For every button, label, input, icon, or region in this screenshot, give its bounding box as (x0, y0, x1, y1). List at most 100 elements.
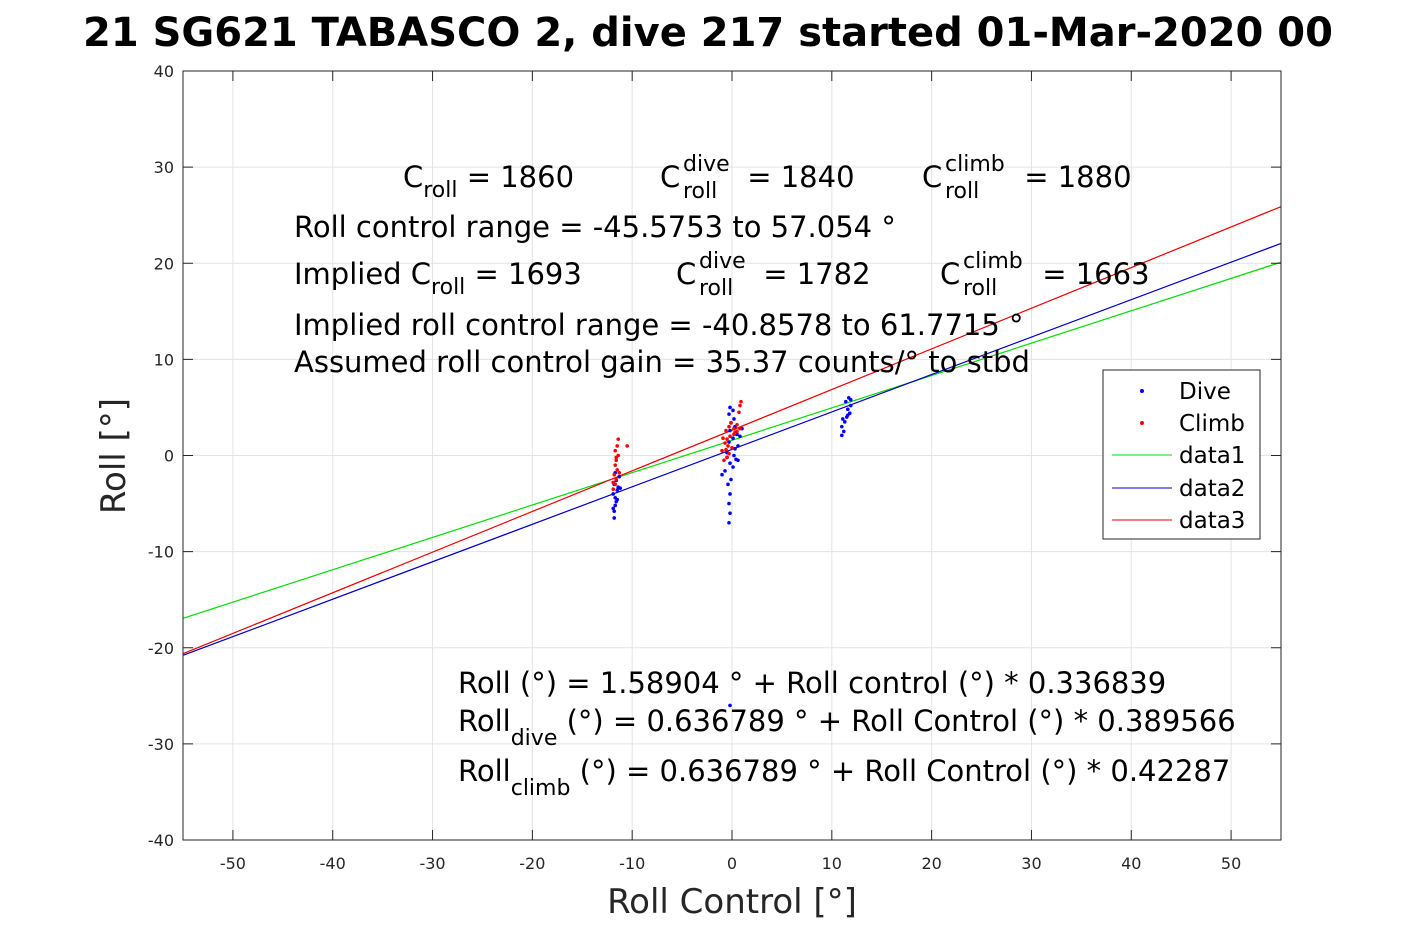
point-dive (726, 482, 730, 487)
implied-c-roll-dive-sup: dive (699, 249, 746, 274)
point-climb (738, 403, 742, 408)
c-roll-climb-sub: roll (945, 179, 979, 204)
point-climb (615, 468, 620, 472)
implied-c-roll-sub: roll (431, 275, 465, 300)
x-tick-label: 0 (727, 854, 737, 873)
x-tick-label: -10 (619, 854, 645, 873)
roll-dive-sub: dive (511, 726, 558, 751)
legend-dive-marker (1140, 389, 1144, 393)
x-tick-label: 10 (822, 854, 842, 873)
roll-dive-rest: (°) = 0.636789 ° + Roll Control (°) * 0.… (557, 704, 1235, 738)
axis-ticks: -50 -40 -30 -20 -10 0 10 20 30 40 50 -40 -30 -20 -10 0 1… (148, 62, 1281, 873)
point-dive (840, 417, 845, 421)
c-roll-dive-sup: dive (683, 152, 730, 177)
chart-title: 21 SG621 TABASCO 2, dive 217 started 01-… (83, 10, 1333, 56)
point-climb (614, 458, 619, 463)
point-dive (728, 405, 732, 410)
x-tick-label: 20 (921, 854, 941, 873)
series-line-data1 (182, 261, 1282, 619)
point-climb (721, 436, 725, 440)
roll-control-gain-text: Assumed roll control gain = 35.37 counts… (294, 345, 1030, 379)
roll-dive-base: Roll (458, 704, 511, 738)
point-climb (726, 444, 730, 448)
point-dive (731, 408, 735, 413)
point-dive (613, 503, 618, 508)
point-dive (732, 453, 736, 458)
point-climb (616, 437, 621, 441)
point-climb (617, 471, 622, 475)
c-roll-annotation: Croll = 1860 (403, 160, 574, 203)
point-climb (727, 451, 731, 456)
y-tick-label: -20 (148, 639, 174, 658)
implied-c-roll-climb-sup: climb (963, 249, 1023, 274)
point-climb (615, 444, 620, 448)
roll-fit-equation: Roll (°) = 1.58904 ° + Roll control (°) … (458, 666, 1166, 700)
point-dive (731, 436, 735, 440)
point-dive (729, 477, 733, 482)
point-dive (736, 458, 740, 463)
point-climb (737, 410, 741, 415)
roll-dive-equation: Rolldive (°) = 0.636789 ° + Roll Control… (458, 704, 1236, 751)
point-dive (611, 506, 616, 511)
point-dive (618, 486, 623, 490)
point-dive (733, 446, 737, 451)
point-dive (731, 465, 735, 469)
legend-data2-label: data2 (1179, 476, 1245, 502)
point-climb (720, 448, 724, 453)
point-dive (612, 516, 617, 520)
point-dive (848, 397, 853, 402)
y-tick-label: -40 (148, 831, 174, 850)
plot-area: -50 -40 -30 -20 -10 0 10 20 30 40 50 -40 -30 -20 -10 0 1… (148, 62, 1282, 873)
point-climb (730, 446, 734, 450)
point-climb (732, 426, 736, 431)
point-climb (739, 399, 743, 404)
implied-c-roll-climb-sub: roll (963, 276, 997, 301)
point-climb (722, 458, 726, 463)
point-dive (727, 501, 731, 506)
series-line-data3 (182, 206, 1282, 655)
point-climb (733, 430, 737, 435)
c-roll-climb-sup: climb (945, 152, 1005, 177)
point-climb (727, 424, 731, 429)
c-roll-climb-base: C (922, 160, 942, 194)
y-tick-label: -30 (148, 735, 174, 754)
point-dive (845, 413, 850, 417)
point-climb (613, 463, 618, 467)
roll-climb-base: Roll (458, 754, 511, 788)
implied-roll-control-range-text: Implied roll control range = -40.8578 to… (294, 308, 1024, 342)
point-dive (841, 429, 846, 434)
point-climb (724, 428, 728, 433)
point-climb (625, 444, 629, 448)
x-tick-label: 40 (1121, 854, 1141, 873)
point-climb (725, 437, 729, 441)
point-climb (723, 441, 727, 445)
point-dive (720, 472, 724, 477)
point-dive (845, 407, 850, 412)
c-roll-dive-sub: roll (683, 179, 717, 204)
y-axis-label: Roll [°] (94, 398, 134, 514)
point-dive (732, 417, 736, 421)
point-dive (727, 412, 731, 416)
x-tick-label: 50 (1221, 854, 1241, 873)
point-climb (614, 455, 619, 460)
point-dive (612, 509, 617, 514)
implied-c-roll-value: = 1693 (465, 257, 582, 291)
point-climb (724, 447, 728, 452)
point-dive (728, 428, 732, 433)
c-roll-climb-value: = 1880 (1015, 160, 1132, 194)
roll-climb-sub: climb (511, 776, 571, 801)
y-tick-label: -10 (148, 543, 174, 562)
point-dive (738, 434, 742, 439)
roll-climb-rest: (°) = 0.636789 ° + Roll Control (°) * 0.… (570, 754, 1230, 788)
x-axis-label: Roll Control [°] (607, 882, 857, 922)
implied-c-roll-dive-value: = 1782 (754, 257, 871, 291)
point-dive (848, 403, 853, 408)
c-roll-base: C (403, 160, 423, 194)
legend-climb-label: Climb (1179, 411, 1245, 437)
point-dive (840, 424, 844, 429)
point-dive (728, 492, 732, 496)
implied-c-roll-climb-base: C (940, 257, 960, 291)
y-tick-label: 10 (154, 350, 174, 369)
